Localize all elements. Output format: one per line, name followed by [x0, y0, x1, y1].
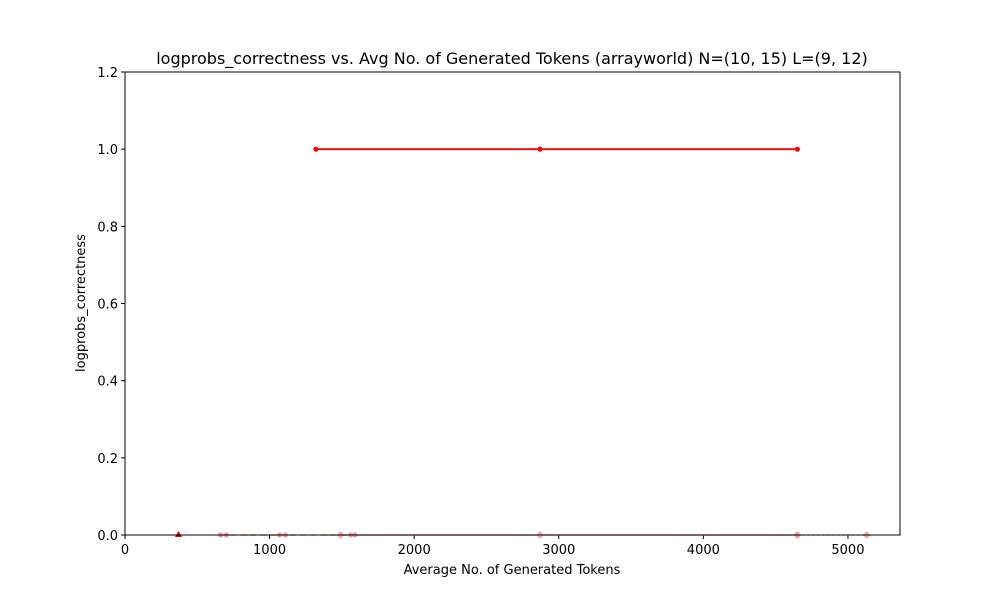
y-axis: 0.0 0.2 0.4 0.6 0.8 1.0 1.2: [97, 66, 125, 544]
y-axis-label: logprobs_correctness: [74, 234, 89, 372]
y-tick-label: 0.6: [97, 298, 118, 313]
y-tick-label: 0.4: [97, 375, 118, 390]
data-point: [794, 146, 800, 152]
x-tick-label: 0: [121, 543, 129, 558]
x-tick-label: 1000: [253, 543, 286, 558]
x-tick-label: 5000: [831, 543, 864, 558]
y-tick-label: 0.2: [97, 452, 118, 467]
x-axis: 0 1000 2000 3000 4000 5000: [121, 535, 864, 558]
data-point: [537, 146, 543, 152]
plot-frame: [124, 71, 901, 536]
y-tick-label: 1.0: [97, 143, 118, 158]
chart-title: logprobs_correctness vs. Avg No. of Gene…: [156, 49, 868, 69]
y-tick-label: 0.0: [97, 529, 118, 544]
y-tick-label: 1.2: [97, 66, 118, 81]
data-point: [313, 146, 319, 152]
x-tick-label: 4000: [687, 543, 720, 558]
x-tick-label: 3000: [542, 543, 575, 558]
y-tick-label: 0.8: [97, 220, 118, 235]
x-axis-label: Average No. of Generated Tokens: [404, 563, 621, 578]
x-tick-label: 2000: [398, 543, 431, 558]
